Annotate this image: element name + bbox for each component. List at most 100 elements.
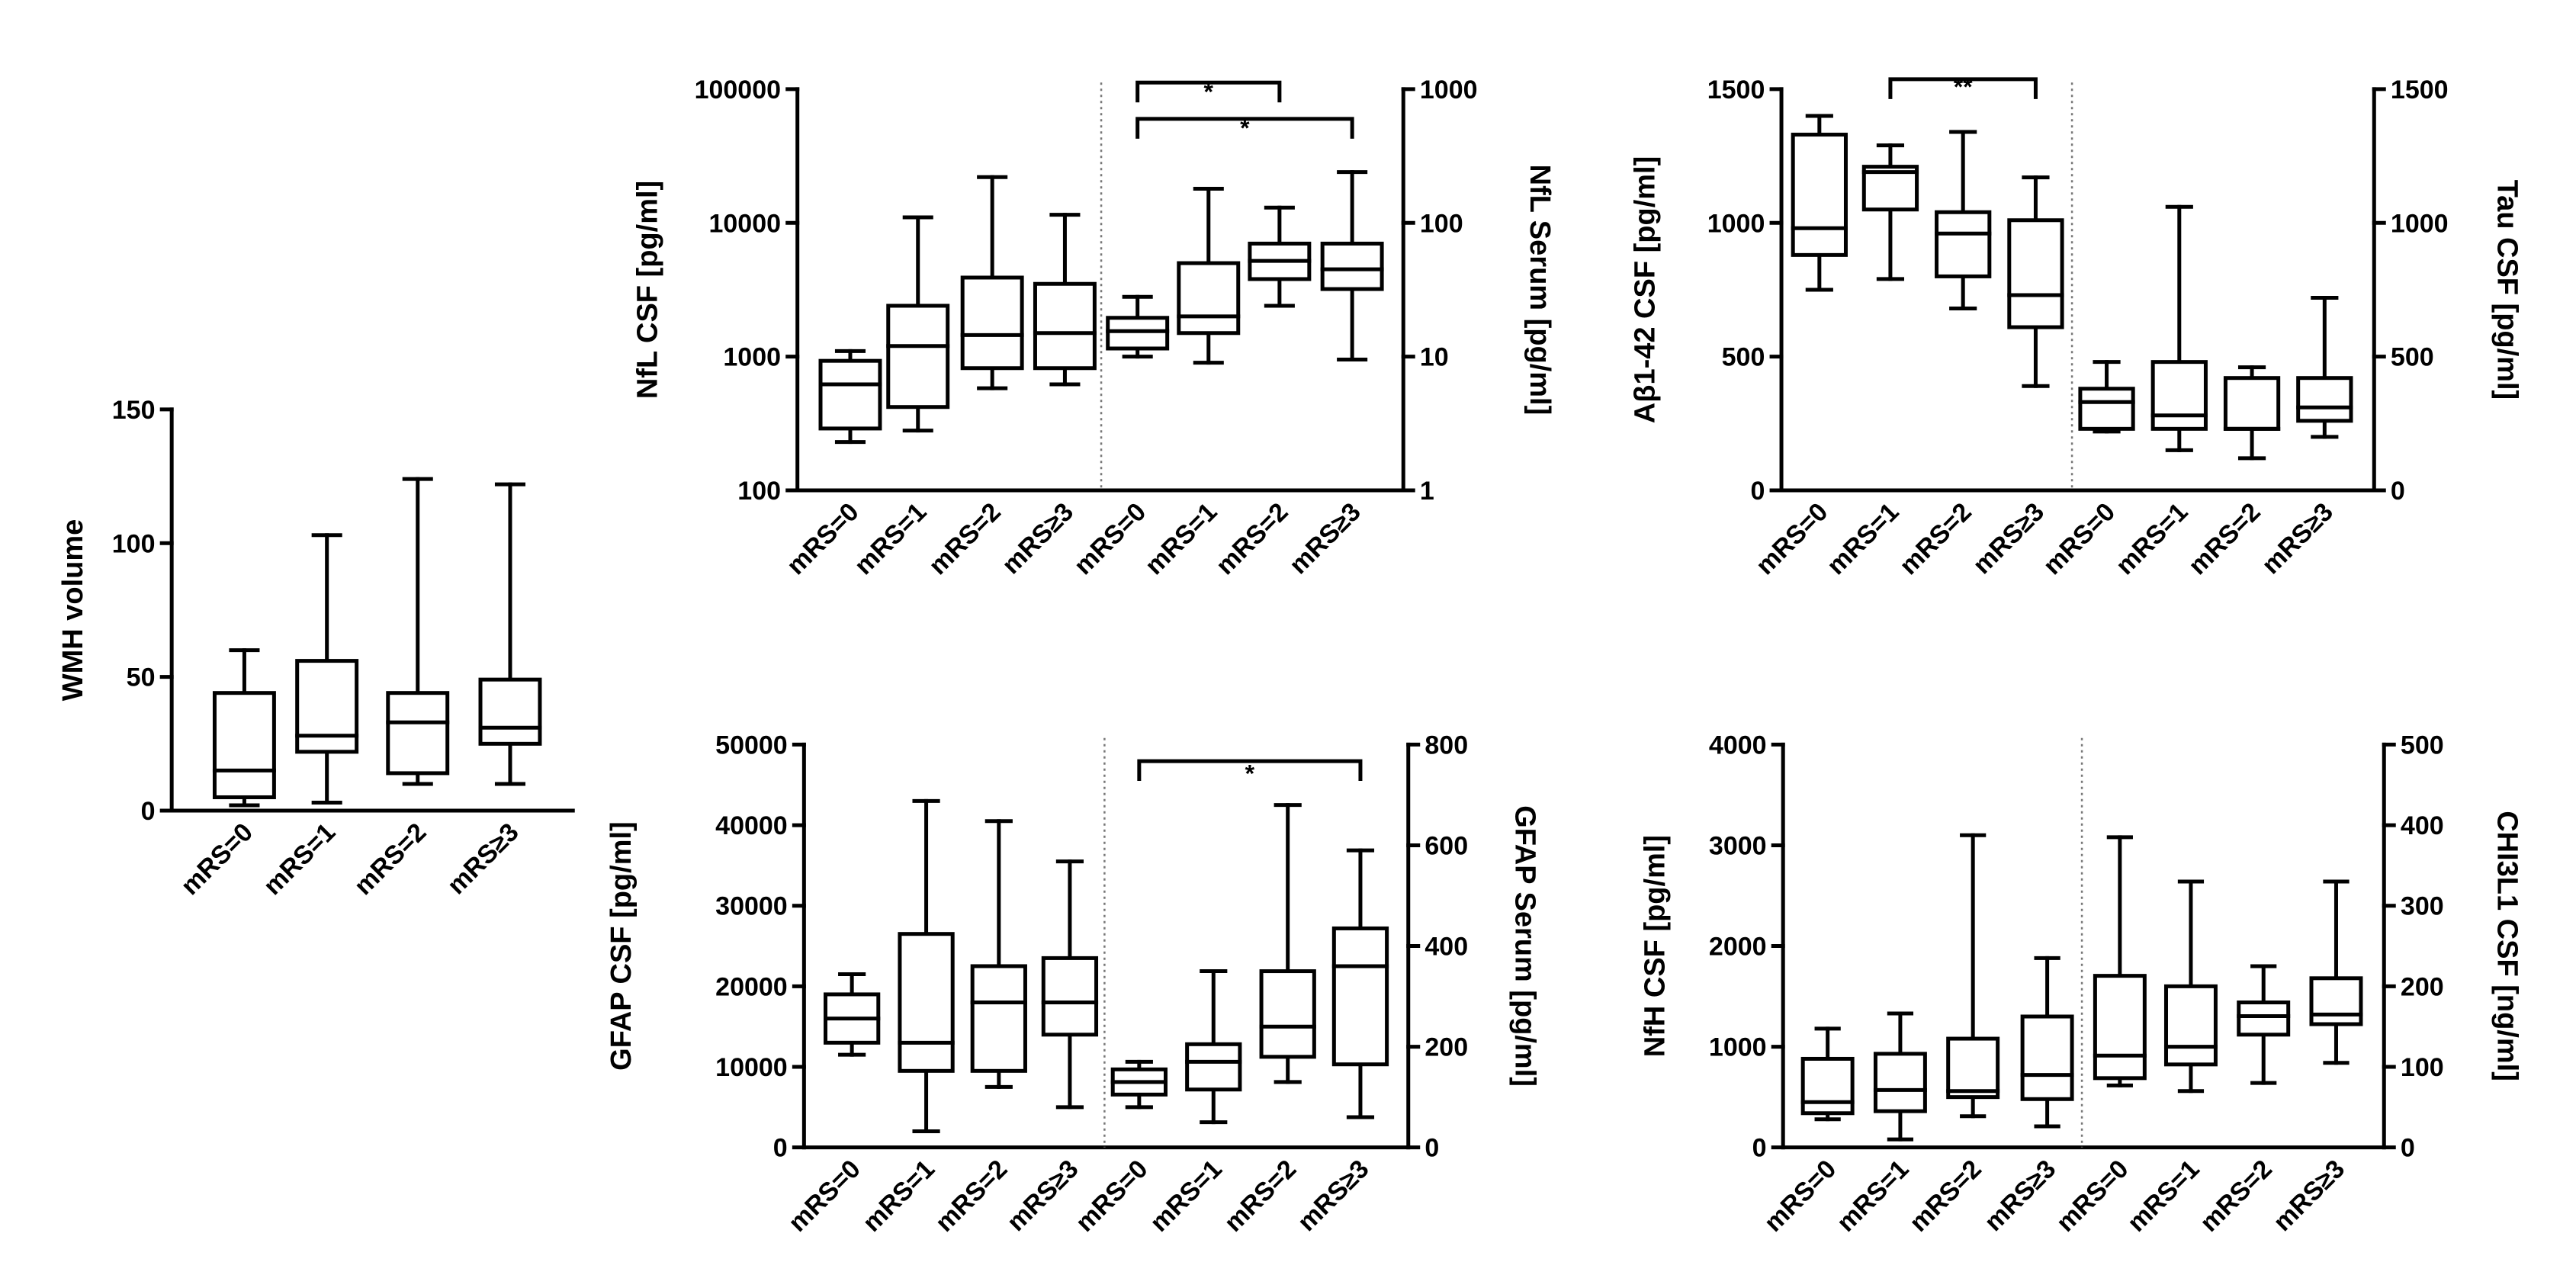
box-4 — [1033, 213, 1097, 387]
y2-tick-label: 500 — [2401, 731, 2444, 760]
x-tick-label: mRS=1 — [2110, 497, 2193, 580]
box-iqr — [886, 304, 950, 410]
x-tick-label: mRS=2 — [1894, 497, 1977, 580]
y2-tick-label: 100 — [1420, 209, 1463, 238]
box-iqr — [1033, 281, 1097, 371]
y-tick-label: 3000 — [1709, 831, 1767, 860]
box-iqr — [2309, 976, 2363, 1026]
x-tick-label: mRS=2 — [1219, 1155, 1302, 1238]
x-tick-label: mRS=1 — [1832, 1155, 1915, 1238]
box-iqr — [2078, 387, 2135, 431]
y2-tick-label: 10 — [1420, 343, 1449, 372]
box-6 — [2150, 204, 2208, 452]
box-iqr — [2296, 376, 2353, 423]
y-tick-label: 10000 — [708, 209, 781, 238]
box-iqr — [1800, 1056, 1855, 1116]
x-tick-label: mRS=2 — [2195, 1155, 2278, 1238]
y-axis-label: Aβ1-42 CSF [pg/ml] — [1629, 156, 1661, 423]
box-3 — [1946, 833, 2000, 1119]
significance-bracket: * — [1137, 759, 1363, 788]
significance-label: * — [1240, 114, 1250, 142]
box-iqr — [2237, 1001, 2291, 1037]
y2-axis-label: CHI3L1 CSF [ng/ml] — [2491, 811, 2523, 1081]
box-iqr — [478, 677, 542, 746]
box-3 — [1935, 130, 1992, 311]
box-iqr — [1041, 956, 1099, 1037]
y-tick-label: 0 — [141, 797, 156, 826]
y-tick-label: 50000 — [715, 731, 788, 760]
box-8 — [2296, 295, 2353, 439]
y2-tick-label: 800 — [1425, 731, 1468, 760]
x-tick-label: mRS≥3 — [2256, 497, 2339, 580]
x-tick-label: mRS=1 — [1822, 497, 1905, 580]
box-iqr — [960, 275, 1024, 371]
significance-bracket: ** — [1888, 73, 2038, 101]
y2-tick-label: 400 — [2401, 811, 2444, 840]
y-tick-label: 0 — [1752, 1134, 1767, 1163]
box-3 — [970, 819, 1027, 1089]
box-iqr — [1331, 926, 1389, 1067]
box-1 — [1800, 1026, 1855, 1122]
y-tick-label: 100000 — [695, 75, 781, 104]
x-tick-label: mRS=0 — [1068, 497, 1151, 580]
significance-bracket: * — [1135, 79, 1282, 106]
y2-tick-label: 1000 — [2391, 209, 2449, 238]
x-tick-label: mRS=0 — [2051, 1155, 2134, 1238]
box-7 — [1259, 803, 1316, 1084]
x-tick-label: mRS≥3 — [1284, 497, 1367, 580]
significance-label: * — [1245, 760, 1255, 788]
x-tick-label: mRS=0 — [1759, 1155, 1842, 1238]
box-iqr — [2007, 218, 2064, 329]
box-5 — [2078, 360, 2135, 434]
box-iqr — [2223, 376, 2281, 431]
y-tick-label: 100 — [112, 529, 156, 558]
box-6 — [1177, 187, 1241, 365]
box-iqr — [1177, 261, 1241, 336]
x-tick-label: mRS=2 — [2183, 497, 2266, 580]
x-tick-label: mRS=0 — [1750, 497, 1833, 580]
box-iqr — [2150, 360, 2208, 431]
y2-tick-label: 200 — [1425, 1033, 1468, 1062]
box-iqr — [1935, 210, 1992, 278]
x-tick-label: mRS=1 — [857, 1155, 940, 1238]
box-4 — [1041, 859, 1099, 1110]
y-tick-label: 0 — [1750, 477, 1765, 506]
x-tick-label: mRS≥3 — [1979, 1155, 2061, 1237]
box-2 — [1873, 1011, 1927, 1142]
box-iqr — [898, 932, 955, 1073]
y2-tick-label: 100 — [2401, 1053, 2444, 1082]
box-8 — [1331, 848, 1389, 1119]
box-iqr — [818, 358, 882, 431]
box-2 — [886, 215, 950, 433]
x-tick-label: mRS≥3 — [1292, 1155, 1374, 1237]
x-tick-label: mRS≥3 — [1001, 1155, 1084, 1237]
box-3 — [960, 175, 1024, 390]
x-tick-label: mRS≥3 — [2268, 1155, 2350, 1237]
panel-wmh: 0 50 100 150 WMH volume mRS=0 mRS=1 mRS=2 mRS≥3 — [57, 396, 575, 901]
y-tick-label: 1000 — [1707, 209, 1765, 238]
box-iqr — [386, 691, 450, 776]
bracket-line — [1135, 80, 1282, 103]
x-tick-label: mRS≥3 — [442, 817, 524, 900]
box-iqr — [970, 964, 1027, 1073]
x-tick-label: mRS=2 — [1904, 1155, 1987, 1238]
box-iqr — [1106, 316, 1170, 351]
x-tick-label: mRS=1 — [1139, 497, 1222, 580]
x-tick-label: mRS=2 — [930, 1155, 1013, 1238]
y-tick-label: 1500 — [1707, 75, 1765, 104]
significance-label: ** — [1954, 73, 1973, 101]
y-tick-label: 0 — [773, 1134, 788, 1163]
y-tick-label: 1000 — [1709, 1033, 1767, 1062]
x-tick-label: mRS=2 — [923, 497, 1007, 580]
panel-nfl: 100 1000 10000 100000 1 10 100 1000 NfL CSF [pg/… — [632, 75, 1556, 580]
box-4 — [2007, 175, 2064, 388]
box-1 — [1791, 114, 1848, 292]
box-2 — [295, 533, 359, 805]
box-7 — [1248, 205, 1312, 308]
box-6 — [2163, 879, 2218, 1094]
y2-tick-label: 1 — [1420, 477, 1434, 506]
box-iqr — [1791, 133, 1848, 257]
box-3 — [386, 477, 450, 786]
y-tick-label: 10000 — [715, 1053, 788, 1082]
significance-bracket: * — [1135, 114, 1354, 142]
